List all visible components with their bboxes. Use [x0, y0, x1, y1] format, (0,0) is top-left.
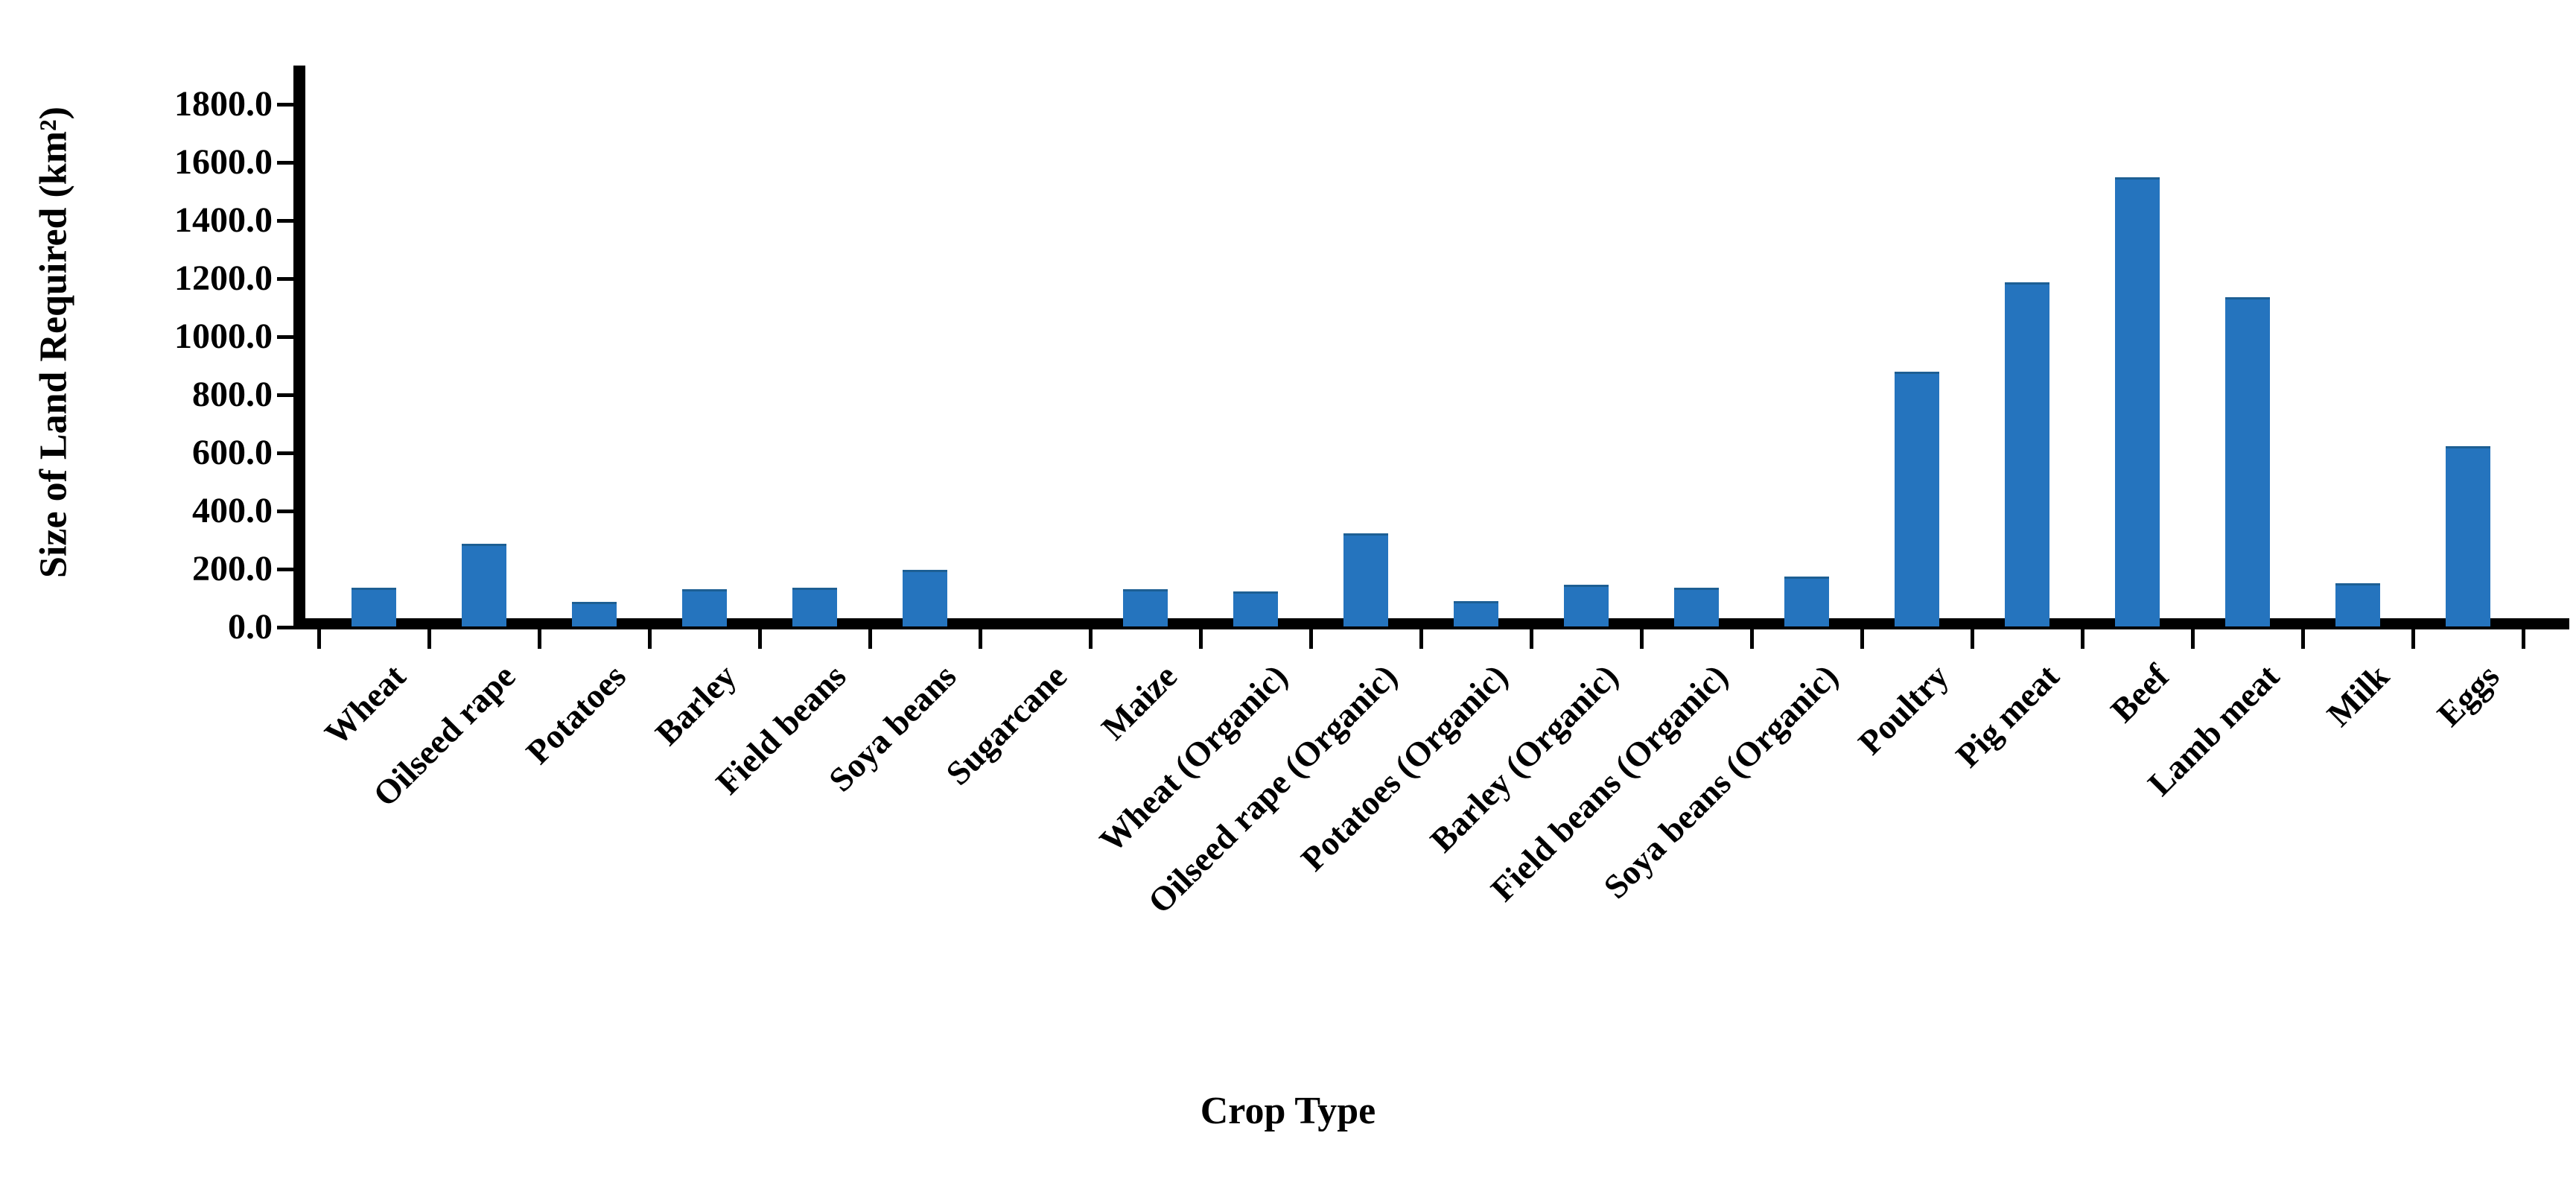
- x-axis-tick: [427, 629, 431, 649]
- x-category-label-milk: Milk: [2320, 656, 2397, 734]
- bar-lamb-meat: [2225, 296, 2270, 626]
- y-tick-label: 600.0: [192, 433, 273, 472]
- bar-oilseed-rape-organic: [1343, 533, 1388, 626]
- y-axis-tick: [277, 509, 295, 513]
- x-category-label-barley-organic: Barley (Organic): [1422, 656, 1625, 860]
- x-category-label-barley: Barley: [647, 656, 743, 753]
- bar-eggs: [2446, 445, 2490, 626]
- x-axis-tick: [1860, 629, 1864, 649]
- y-tick-label: 400.0: [192, 491, 273, 530]
- y-axis-tick: [277, 567, 295, 571]
- bar-field-beans-organic: [1674, 588, 1719, 626]
- x-axis-tick: [1419, 629, 1423, 649]
- y-axis-tick: [277, 102, 295, 107]
- x-axis-title: Crop Type: [1200, 1090, 1376, 1132]
- x-category-label-sugarcane: Sugarcane: [938, 656, 1074, 793]
- y-axis-tick: [277, 160, 295, 165]
- x-axis-tick: [1088, 629, 1093, 649]
- x-axis-tick: [1749, 629, 1754, 649]
- x-axis-tick: [757, 629, 762, 649]
- x-axis-tick: [1639, 629, 1644, 649]
- x-axis-tick: [1970, 629, 1974, 649]
- x-axis-tick: [2521, 629, 2525, 649]
- y-axis-tick: [277, 218, 295, 223]
- x-axis-tick: [537, 629, 541, 649]
- bar-maize: [1123, 589, 1168, 626]
- x-category-label-wheat-organic: Wheat (Organic): [1092, 656, 1294, 860]
- x-category-label-pig-meat: Pig meat: [1947, 656, 2066, 775]
- x-axis-tick: [317, 629, 321, 649]
- x-axis-tick: [2080, 629, 2084, 649]
- bar-beef: [2115, 177, 2160, 626]
- bar-potatoes: [572, 601, 617, 626]
- x-category-label-potatoes-organic: Potatoes (Organic): [1293, 656, 1515, 878]
- y-tick-label: 800.0: [192, 375, 273, 414]
- x-axis-tick: [1198, 629, 1203, 649]
- bar-barley: [682, 589, 727, 626]
- x-axis-tick: [2190, 629, 2195, 649]
- y-tick-label: 200.0: [192, 549, 273, 588]
- x-axis-tick: [868, 629, 872, 649]
- y-tick-label: 1200.0: [174, 258, 273, 298]
- bar-potatoes-organic: [1454, 601, 1498, 626]
- y-axis-tick: [277, 451, 295, 455]
- x-category-label-poultry: Poultry: [1851, 656, 1956, 762]
- bar-barley-organic: [1564, 585, 1609, 626]
- x-category-label-maize: Maize: [1094, 656, 1184, 747]
- bar-soya-beans: [903, 570, 947, 626]
- y-axis-tick: [277, 625, 295, 629]
- x-axis-tick: [2411, 629, 2415, 649]
- x-axis-tick: [978, 629, 982, 649]
- x-axis-tick: [2300, 629, 2305, 649]
- x-axis-tick: [1308, 629, 1313, 649]
- x-category-label-potatoes: Potatoes: [518, 656, 633, 772]
- bar-wheat-organic: [1233, 591, 1278, 626]
- bar-soya-beans-organic: [1784, 576, 1829, 626]
- x-axis-line: [293, 618, 2569, 629]
- y-tick-label: 0.0: [228, 607, 273, 647]
- bar-oilseed-rape: [462, 544, 506, 626]
- x-category-label-eggs: Eggs: [2429, 656, 2507, 734]
- x-category-label-wheat: Wheat: [317, 656, 413, 753]
- y-tick-label: 1800.0: [174, 84, 273, 124]
- y-tick-label: 1000.0: [174, 317, 273, 356]
- bar-wheat: [352, 588, 396, 626]
- y-axis-tick: [277, 276, 295, 281]
- bar-pig-meat: [2005, 282, 2049, 626]
- y-axis-line: [293, 66, 305, 629]
- bar-field-beans: [792, 587, 837, 626]
- x-axis-tick: [1529, 629, 1533, 649]
- y-tick-label: 1400.0: [174, 200, 273, 240]
- bar-poultry: [1895, 372, 1939, 626]
- x-axis-tick: [647, 629, 652, 649]
- bar-milk: [2335, 583, 2380, 626]
- y-axis-tick: [277, 334, 295, 339]
- x-category-label-beef: Beef: [2103, 656, 2176, 730]
- y-axis-tick: [277, 393, 295, 397]
- y-tick-label: 1600.0: [174, 142, 273, 182]
